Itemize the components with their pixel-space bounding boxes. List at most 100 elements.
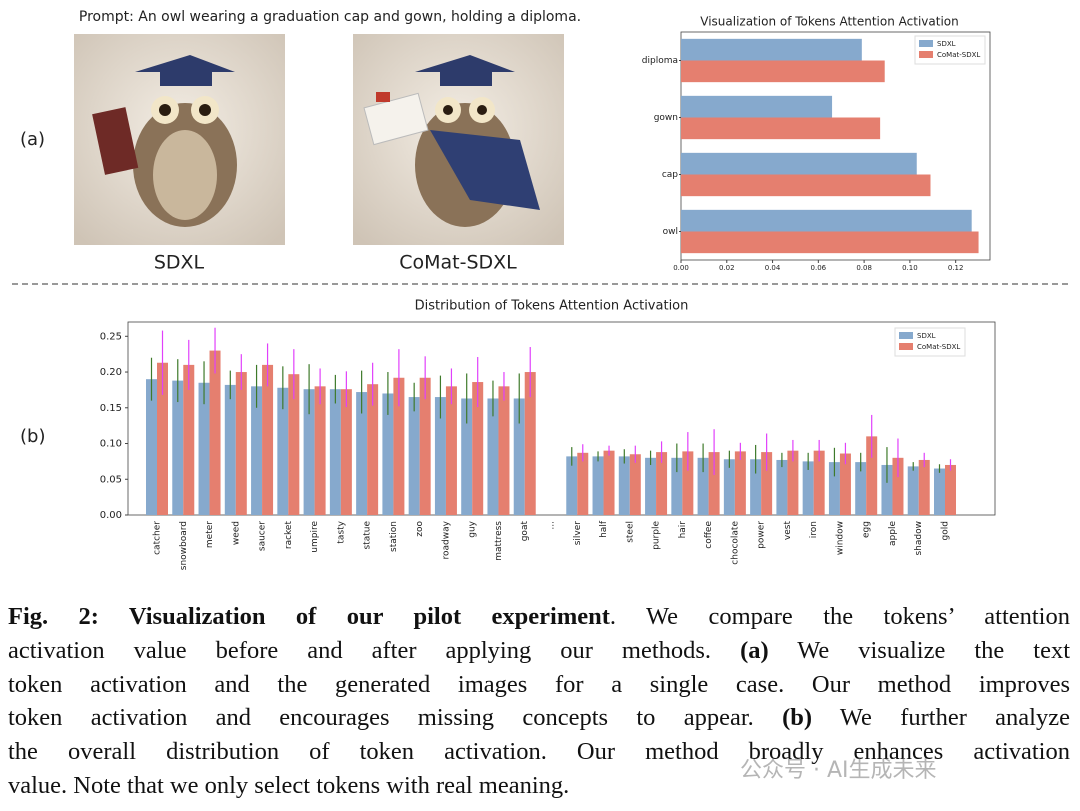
- bar: [866, 436, 878, 515]
- y-tick-label: 0.15: [100, 403, 122, 414]
- x-tick-label: snowboard: [179, 521, 189, 570]
- caption-text: We visualize the text: [768, 636, 1071, 664]
- generated-image: [353, 34, 564, 245]
- caption-text: token activation and encourages missing …: [8, 704, 783, 732]
- bar: [235, 372, 247, 515]
- bar: [172, 380, 184, 515]
- bar: [603, 450, 615, 515]
- bar: [367, 384, 379, 515]
- bar: [288, 374, 300, 515]
- x-tick-label: silver: [573, 521, 583, 546]
- y-tick-label: 0.10: [100, 439, 122, 450]
- x-tick-label: shadow: [914, 521, 924, 556]
- bar: [303, 389, 315, 515]
- caption-text: value. Note that we only select tokens w…: [8, 771, 570, 799]
- bar: [697, 457, 709, 515]
- caption-text: . We compare the tokens’ attention: [609, 603, 1070, 630]
- caption-bold: (b): [782, 704, 813, 732]
- caption-line: activation value before and after applyi…: [8, 634, 1070, 668]
- bar: [224, 384, 236, 515]
- bar: [209, 350, 221, 515]
- bar: [681, 209, 972, 232]
- bar: [681, 174, 931, 197]
- x-tick-label: roadway: [441, 520, 451, 559]
- x-tick-label: power: [757, 521, 767, 549]
- x-tick-label: window: [835, 521, 845, 555]
- prompt: Prompt: An owl wearing a graduation cap …: [79, 9, 581, 25]
- y-tick-label: 0.05: [100, 474, 122, 485]
- bar: [524, 372, 536, 515]
- bar: [382, 393, 394, 515]
- bar: [708, 452, 720, 515]
- bar: [828, 462, 840, 515]
- legend-label: CoMat-SDXL: [917, 343, 960, 351]
- x-tick-label: steel: [625, 521, 635, 543]
- x-tick-label: 0.04: [765, 264, 781, 272]
- y-tick-label: 0.00: [100, 510, 122, 521]
- x-tick-label: goat: [520, 521, 530, 542]
- caption-text: activation value before and after applyi…: [8, 636, 741, 664]
- chart-title: Visualization of Tokens Attention Activa…: [700, 15, 958, 29]
- bar: [881, 464, 893, 515]
- bar: [681, 95, 833, 118]
- x-tick-label: gold: [941, 521, 951, 540]
- y-tick-label: gown: [654, 113, 678, 123]
- legend-label: SDXL: [937, 40, 956, 48]
- bar: [855, 462, 867, 515]
- watermark: 公众号 · AI生成未来: [740, 758, 937, 783]
- caption-bold: (a): [740, 636, 769, 664]
- y-tick-label: 0.25: [100, 331, 122, 342]
- bar: [681, 117, 881, 140]
- x-tick-label: apple: [888, 521, 898, 546]
- caption-text: token activation and the generated image…: [8, 670, 1070, 698]
- bar: [434, 397, 446, 515]
- bar: [445, 386, 457, 515]
- x-tick-label: catcher: [153, 521, 163, 555]
- x-tick-label: racket: [284, 521, 294, 550]
- bar: [487, 398, 499, 515]
- x-tick-label: meter: [205, 521, 215, 548]
- bar: [629, 454, 641, 515]
- bar: [566, 456, 578, 515]
- x-tick-label: coffee: [704, 521, 714, 549]
- bar: [750, 459, 762, 515]
- bar: [802, 461, 814, 515]
- legend-swatch: [919, 40, 933, 47]
- bar: [314, 386, 326, 515]
- bar: [592, 456, 604, 515]
- bar: [813, 450, 825, 515]
- bar: [498, 386, 510, 515]
- bar: [146, 379, 157, 515]
- bar: [277, 387, 289, 515]
- legend-label: CoMat-SDXL: [937, 51, 980, 59]
- bar: [393, 377, 405, 515]
- chart-title: Distribution of Tokens Attention Activat…: [415, 299, 689, 314]
- x-tick-label: ...: [547, 521, 557, 530]
- bar: [183, 364, 195, 515]
- x-tick-label: weed: [231, 521, 241, 545]
- caption-bold: Fig. 2: Visualization of our pilot exper…: [8, 603, 610, 630]
- x-tick-label: statue: [363, 521, 373, 550]
- bar: [681, 38, 862, 61]
- bar: [681, 152, 917, 175]
- bar: [419, 377, 431, 515]
- bar: [839, 453, 851, 515]
- legend-swatch: [919, 51, 933, 58]
- bar: [656, 452, 668, 515]
- bar: [472, 382, 484, 515]
- x-tick-label: 0.00: [673, 264, 689, 272]
- bar: [251, 386, 263, 515]
- x-tick-label: guy: [468, 520, 478, 537]
- bar: [787, 450, 799, 515]
- legend-label: SDXL: [917, 332, 936, 340]
- bar: [577, 452, 589, 515]
- x-tick-label: half: [599, 520, 609, 538]
- x-tick-label: zoo: [415, 521, 425, 537]
- bar: [918, 459, 930, 515]
- y-tick-label: cap: [662, 170, 678, 180]
- x-tick-label: mattress: [494, 521, 504, 561]
- x-tick-label: vest: [783, 521, 793, 541]
- caption-line: value. Note that we only select tokens w…: [8, 769, 1070, 803]
- bar: [340, 389, 352, 515]
